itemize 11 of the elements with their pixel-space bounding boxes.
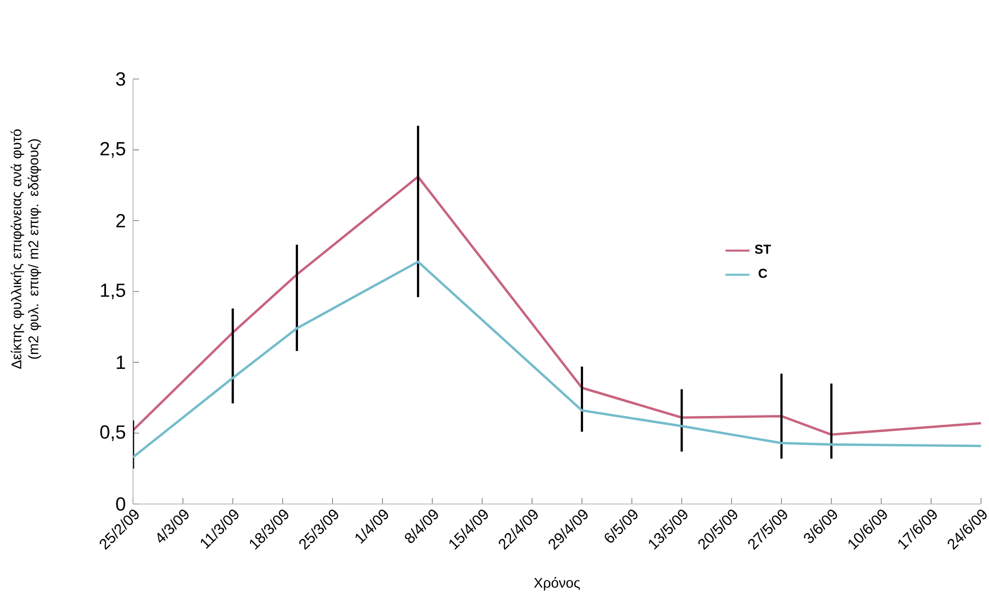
- y-tick-label: 1: [116, 356, 126, 369]
- y-tick-label: 1,5: [100, 284, 126, 300]
- legend-label: C: [758, 268, 768, 278]
- y-tick-label: 2,5: [100, 142, 126, 158]
- y-tick-label: 2: [116, 214, 126, 228]
- x-axis-title: Χρόνος: [534, 577, 580, 591]
- y-tick-label: 0,5: [100, 425, 126, 442]
- legend-label: ST: [754, 244, 771, 254]
- y-tick-label: 3: [116, 72, 126, 86]
- y-tick-label: 0: [116, 497, 126, 511]
- y-axis-title: Δείκτης φυλλικής επιφάνειας ανά φυτό (m2 φυλ. επιφ/ m2 επιφ. εδάφους): [10, 129, 42, 369]
